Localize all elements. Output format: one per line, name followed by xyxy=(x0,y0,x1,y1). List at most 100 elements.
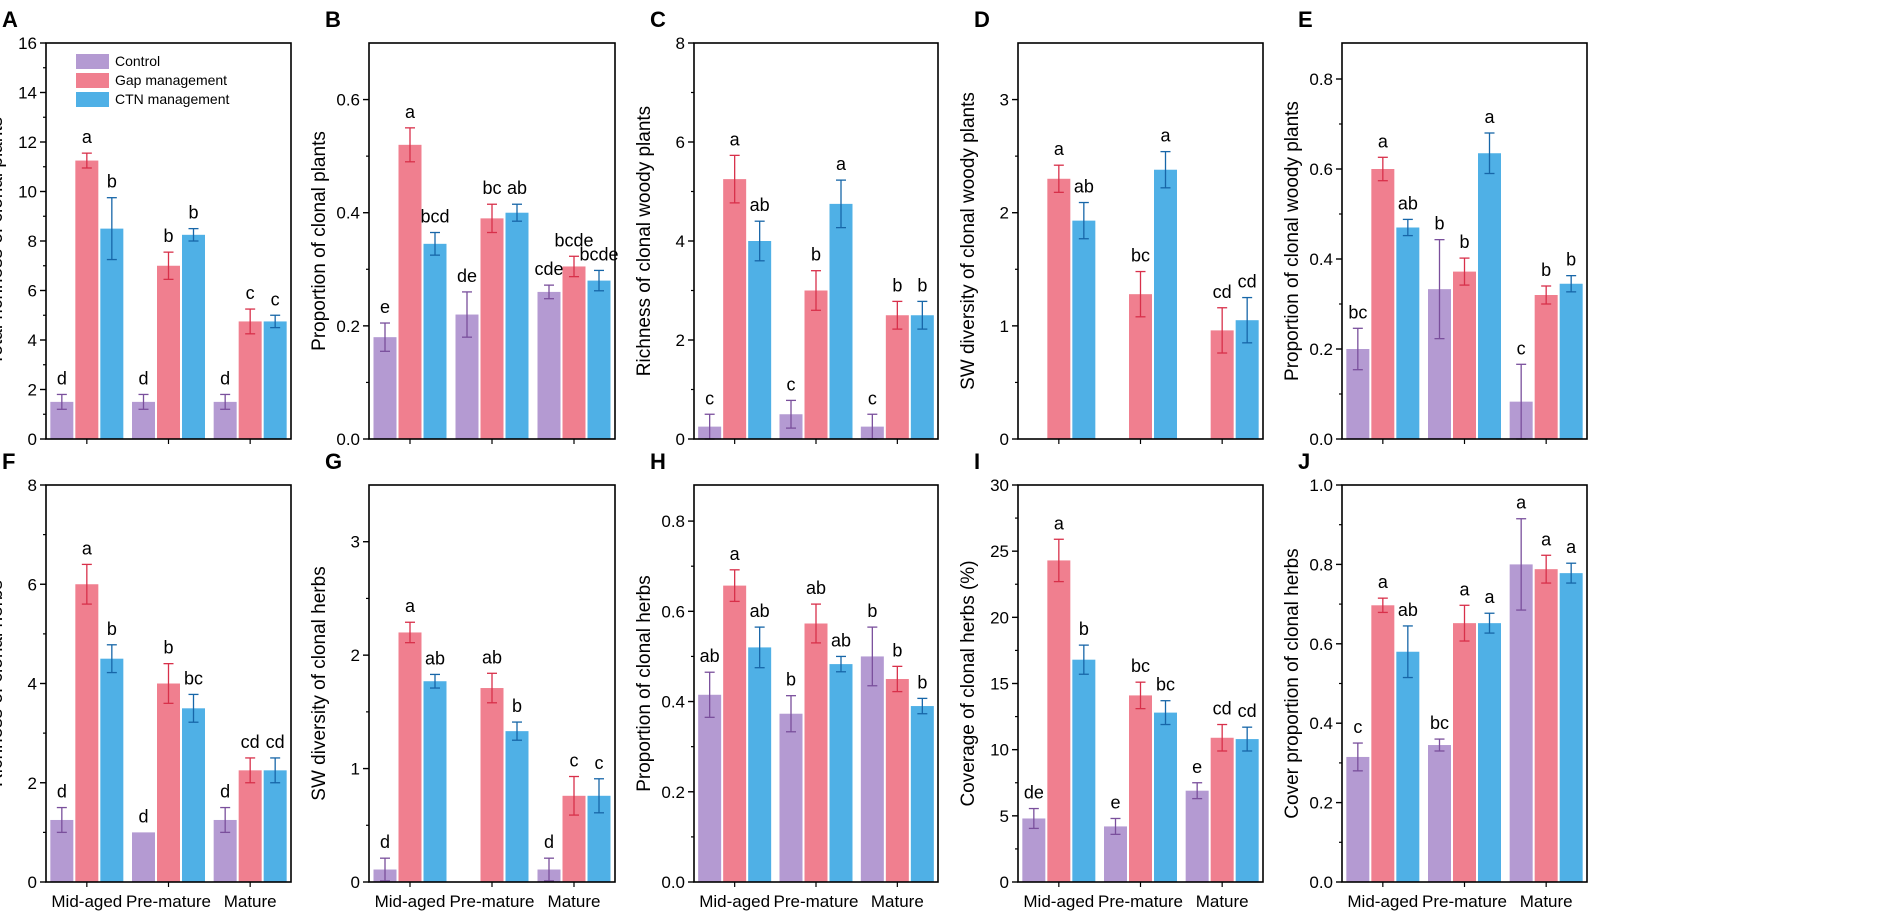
significance-letter: d xyxy=(380,832,390,852)
bar xyxy=(398,144,422,440)
y-tick-label: 0.4 xyxy=(661,693,685,712)
significance-letter: b xyxy=(892,640,902,660)
bar xyxy=(132,401,155,439)
significance-letter: bc xyxy=(1131,656,1150,676)
significance-letter: de xyxy=(1024,783,1044,803)
y-axis-label: Proportion of clonal herbs xyxy=(634,575,655,792)
significance-letter: a xyxy=(1054,139,1065,159)
bar xyxy=(1047,178,1071,439)
bar xyxy=(1185,790,1209,882)
panel-label: G xyxy=(325,449,342,474)
bar xyxy=(1129,294,1152,439)
bar xyxy=(1154,169,1177,439)
significance-letter: b xyxy=(867,601,877,621)
y-tick-label: 4 xyxy=(28,675,37,694)
y-tick-label: 0.0 xyxy=(1309,873,1333,892)
significance-letter: bcde xyxy=(554,230,593,250)
significance-letter: ab xyxy=(831,630,851,650)
panel-label: I xyxy=(974,449,980,474)
y-tick-label: 0.2 xyxy=(1309,340,1333,359)
significance-letter: a xyxy=(82,538,93,558)
x-tick-label: Pre-mature xyxy=(773,892,858,911)
significance-letter: b xyxy=(107,172,117,192)
significance-letter: e xyxy=(1192,757,1202,777)
bar xyxy=(480,688,504,882)
bar xyxy=(748,647,772,882)
y-tick-label: 2 xyxy=(351,646,360,665)
plot-frame xyxy=(693,484,939,883)
bar xyxy=(910,706,934,882)
bar xyxy=(455,314,479,439)
y-tick-label: 0.6 xyxy=(661,602,685,621)
plot-frame xyxy=(368,484,616,883)
plot-frame xyxy=(1017,484,1264,883)
significance-letter: cd xyxy=(1238,701,1257,721)
bar xyxy=(1346,756,1370,882)
bar xyxy=(860,656,884,882)
y-tick-label: 1 xyxy=(351,760,360,779)
significance-letter: a xyxy=(82,127,93,147)
significance-letter: b xyxy=(1566,250,1576,270)
bar xyxy=(1534,569,1558,882)
y-tick-label: 0.0 xyxy=(661,873,685,892)
bar xyxy=(562,266,586,439)
significance-letter: ab xyxy=(1074,177,1094,197)
significance-letter: ab xyxy=(750,601,770,621)
bar xyxy=(1210,330,1234,439)
y-tick-label: 0 xyxy=(1000,430,1009,449)
bar xyxy=(238,321,262,439)
bar xyxy=(100,228,124,439)
bar xyxy=(132,832,155,882)
y-axis-label: SW diversity of clonal herbs xyxy=(309,566,330,800)
plot-frame xyxy=(45,484,292,883)
significance-letter: d xyxy=(138,368,148,388)
significance-letter: c xyxy=(595,753,604,773)
significance-letter: b xyxy=(188,203,198,223)
bar xyxy=(1072,659,1096,882)
significance-letter: a xyxy=(730,129,741,149)
bar xyxy=(1072,220,1096,439)
x-tick-label: Pre-mature xyxy=(1098,892,1183,911)
significance-letter: a xyxy=(1160,126,1171,146)
y-tick-label: 0.0 xyxy=(336,430,360,449)
y-axis-label: Coverage of clonal herbs (%) xyxy=(958,560,979,806)
significance-letter: a xyxy=(1541,529,1552,549)
bar xyxy=(182,708,205,882)
y-tick-label: 25 xyxy=(990,542,1009,561)
significance-letter: c xyxy=(1353,717,1362,737)
bar xyxy=(1235,320,1259,439)
bar xyxy=(50,401,74,439)
bar xyxy=(1428,745,1451,882)
bar xyxy=(373,337,397,439)
y-axis-label: Proportion of clonal plants xyxy=(309,131,330,351)
bar xyxy=(1559,283,1583,439)
significance-letter: d xyxy=(544,832,554,852)
bar xyxy=(75,160,99,439)
bar xyxy=(1559,573,1583,882)
significance-letter: e xyxy=(380,297,390,317)
significance-letter: d xyxy=(220,368,230,388)
bar xyxy=(885,678,909,882)
bar xyxy=(885,315,909,439)
significance-letter: a xyxy=(1484,107,1495,127)
legend: Control Gap management CTN management xyxy=(76,53,229,107)
y-tick-label: 4 xyxy=(28,331,37,350)
significance-letter: ab xyxy=(1398,600,1418,620)
y-axis-label: Total richness of clonal plants xyxy=(0,117,7,365)
plot-frame xyxy=(1341,42,1588,440)
bar xyxy=(505,212,529,439)
plot-frame xyxy=(693,42,939,440)
significance-letter: b xyxy=(107,619,117,639)
significance-letter: c xyxy=(705,388,714,408)
y-tick-label: 30 xyxy=(990,476,1009,495)
plot-frame xyxy=(368,42,616,440)
y-tick-label: 8 xyxy=(676,34,685,53)
panel-label: C xyxy=(650,7,666,32)
y-tick-label: 0.8 xyxy=(661,512,685,531)
significance-letter: ab xyxy=(700,646,720,666)
bar xyxy=(238,770,262,882)
bar xyxy=(1346,349,1370,439)
bar xyxy=(537,291,561,439)
x-tick-label: Pre-mature xyxy=(126,892,211,911)
